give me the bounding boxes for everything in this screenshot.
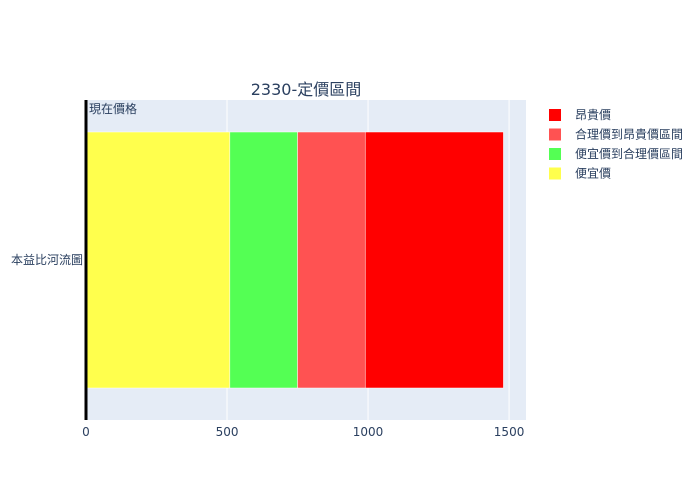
bars	[85, 131, 504, 389]
x-tick-label: 1500	[494, 425, 525, 439]
bar-segment[interactable]	[364, 131, 504, 389]
bar-segment[interactable]	[297, 131, 366, 389]
legend-label[interactable]: 昂貴價	[575, 108, 611, 122]
legend-swatch[interactable]	[549, 148, 561, 160]
x-tick-label: 500	[216, 425, 239, 439]
x-tick-label: 0	[82, 425, 90, 439]
x-axis-ticks: 0 500 1000 1500	[82, 425, 524, 439]
legend-label[interactable]: 便宜價	[575, 166, 611, 181]
y-axis-categories: 本益比河流圖	[11, 253, 83, 267]
legend-swatch[interactable]	[549, 128, 561, 141]
current-price-label: 現在價格	[89, 101, 137, 116]
bar-segment[interactable]	[229, 131, 298, 389]
legend-label[interactable]: 便宜價到合理價區間	[575, 146, 683, 161]
bar-segment[interactable]	[85, 131, 231, 389]
x-tick-label: 1000	[353, 425, 384, 439]
legend-label[interactable]: 合理價到昂貴價區間	[575, 127, 683, 142]
legend-swatch[interactable]	[549, 167, 561, 180]
y-category-label: 本益比河流圖	[11, 253, 83, 267]
legend-swatch[interactable]	[549, 109, 561, 121]
chart-title: 2330-定價區間	[251, 80, 362, 99]
